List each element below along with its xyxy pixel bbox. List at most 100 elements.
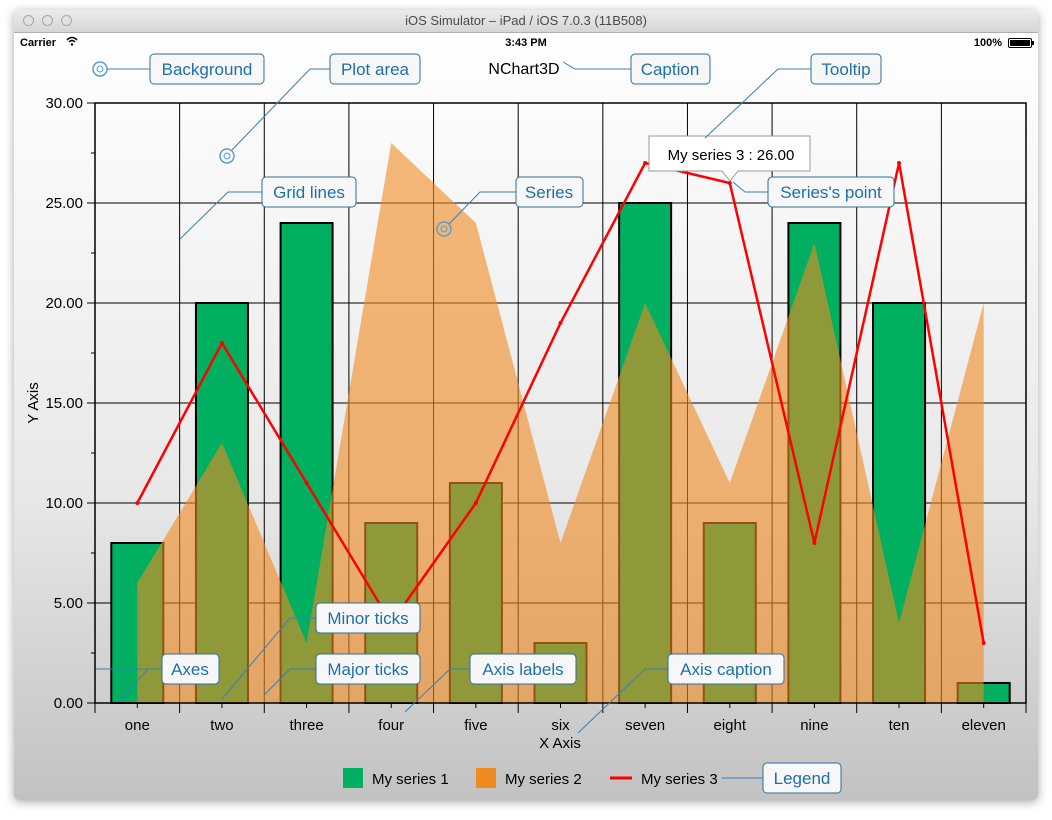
series-3-line[interactable] bbox=[135, 161, 986, 645]
line-point[interactable] bbox=[219, 341, 224, 345]
x-tick-label: five bbox=[464, 717, 487, 734]
line-point[interactable] bbox=[897, 161, 902, 165]
series-2-area[interactable] bbox=[136, 142, 984, 703]
legend-swatch-series-2 bbox=[476, 768, 496, 788]
callout-axes-label: Axes bbox=[171, 660, 209, 679]
area-point[interactable] bbox=[306, 642, 308, 644]
line-point[interactable] bbox=[812, 541, 817, 545]
x-tick-label: two bbox=[210, 717, 233, 734]
area-point[interactable] bbox=[898, 622, 900, 624]
line-point[interactable] bbox=[304, 481, 309, 485]
window-title: iOS Simulator – iPad / iOS 7.0.3 (11B508… bbox=[405, 13, 647, 28]
x-tick-label: ten bbox=[889, 717, 910, 734]
callout-grid-lines-label: Grid lines bbox=[273, 183, 345, 202]
area-point[interactable] bbox=[136, 582, 138, 584]
callout-major-ticks-label: Major ticks bbox=[327, 660, 408, 679]
callout-axis-labels: Axis labels bbox=[469, 653, 577, 685]
tooltip-text: My series 3 : 26.00 bbox=[668, 147, 795, 164]
legend-label-series-2: My series 2 bbox=[505, 771, 582, 788]
line-point[interactable] bbox=[473, 501, 478, 505]
callout-tooltip-label: Tooltip bbox=[821, 60, 870, 79]
minimize-button[interactable] bbox=[42, 15, 53, 26]
callout-axis-caption-label: Axis caption bbox=[680, 660, 772, 679]
x-axis-caption: X Axis bbox=[539, 735, 581, 752]
status-bar: Carrier 3:43 PM 100% bbox=[14, 33, 1038, 53]
legend-swatch-series-1 bbox=[343, 768, 363, 788]
tooltip: My series 3 : 26.00 bbox=[648, 135, 811, 182]
callout-axis-labels-label: Axis labels bbox=[482, 660, 563, 679]
x-tick-label: nine bbox=[800, 717, 828, 734]
callout-caption-label: Caption bbox=[641, 60, 700, 79]
background-target-icon bbox=[92, 61, 108, 77]
area-point[interactable] bbox=[813, 242, 815, 244]
y-tick-label: 30.00 bbox=[45, 95, 83, 112]
area-point[interactable] bbox=[475, 222, 477, 224]
leader-plot-area bbox=[231, 68, 330, 151]
wifi-icon bbox=[66, 36, 78, 46]
callout-tooltip: Tooltip bbox=[810, 53, 882, 85]
y-axis-caption: Y Axis bbox=[25, 382, 42, 423]
leader-series-point bbox=[732, 181, 768, 193]
background-target-inner bbox=[96, 65, 104, 73]
area-point[interactable] bbox=[221, 442, 223, 444]
line-point[interactable] bbox=[643, 161, 648, 165]
leader-tooltip bbox=[704, 68, 811, 139]
callout-legend: Legend bbox=[762, 762, 842, 794]
area-path[interactable] bbox=[137, 143, 984, 703]
callout-axes: Axes bbox=[161, 653, 220, 685]
area-point[interactable] bbox=[390, 142, 392, 144]
battery-percent: 100% bbox=[973, 37, 1002, 49]
callout-background-label: Background bbox=[162, 60, 253, 79]
leader-axis-labels bbox=[404, 668, 470, 713]
legend-label-series-1: My series 1 bbox=[372, 771, 449, 788]
line-point[interactable] bbox=[135, 501, 140, 505]
series-target-inner bbox=[440, 225, 448, 233]
y-tick-label: 0.00 bbox=[54, 695, 83, 712]
y-tick-label: 10.00 bbox=[45, 495, 83, 512]
x-tick-label: seven bbox=[625, 717, 665, 734]
line-point[interactable] bbox=[558, 321, 563, 325]
callout-series-point-label: Series's point bbox=[780, 183, 882, 202]
leader-caption bbox=[562, 61, 631, 70]
battery-icon bbox=[1008, 38, 1034, 48]
x-tick-label: six bbox=[551, 717, 570, 734]
callout-series-label: Series bbox=[525, 183, 573, 202]
legend-label-series-3: My series 3 bbox=[641, 771, 718, 788]
line-point[interactable] bbox=[727, 181, 732, 185]
callout-major-ticks: Major ticks bbox=[315, 653, 421, 685]
x-tick-label: three bbox=[289, 717, 323, 734]
callout-plot-area-label: Plot area bbox=[341, 60, 410, 79]
leader-axis-caption bbox=[577, 668, 668, 734]
y-tick-label: 15.00 bbox=[45, 395, 83, 412]
callout-plot-area: Plot area bbox=[329, 53, 421, 85]
area-point[interactable] bbox=[644, 302, 646, 304]
callout-minor-ticks-label: Minor ticks bbox=[327, 609, 408, 628]
leader-grid-lines bbox=[179, 191, 262, 240]
status-time: 3:43 PM bbox=[505, 37, 547, 49]
callout-axis-caption: Axis caption bbox=[667, 653, 785, 685]
callout-leaders bbox=[92, 61, 811, 779]
area-point[interactable] bbox=[560, 542, 562, 544]
callout-legend-label: Legend bbox=[774, 769, 831, 788]
leader-axes bbox=[117, 668, 162, 703]
callout-caption: Caption bbox=[630, 53, 711, 85]
area-point[interactable] bbox=[983, 302, 985, 304]
callout-series: Series bbox=[515, 176, 584, 208]
line-point[interactable] bbox=[981, 641, 986, 645]
x-tick-label: eight bbox=[714, 717, 747, 734]
title-bar: iOS Simulator – iPad / iOS 7.0.3 (11B508… bbox=[14, 10, 1038, 33]
leader-minor-ticks bbox=[221, 617, 316, 700]
plot-area-target-icon bbox=[219, 148, 235, 164]
carrier-label: Carrier bbox=[20, 37, 57, 49]
x-tick-label: eleven bbox=[962, 717, 1006, 734]
x-tick-label: four bbox=[378, 717, 404, 734]
area-point[interactable] bbox=[729, 482, 731, 484]
close-button[interactable] bbox=[23, 15, 34, 26]
zoom-button[interactable] bbox=[61, 15, 72, 26]
callout-background: Background bbox=[149, 53, 265, 85]
y-tick-label: 20.00 bbox=[45, 295, 83, 312]
chart-title: NChart3D bbox=[488, 61, 559, 78]
plot-area-target-inner bbox=[223, 152, 231, 160]
y-tick-label: 5.00 bbox=[54, 595, 83, 612]
